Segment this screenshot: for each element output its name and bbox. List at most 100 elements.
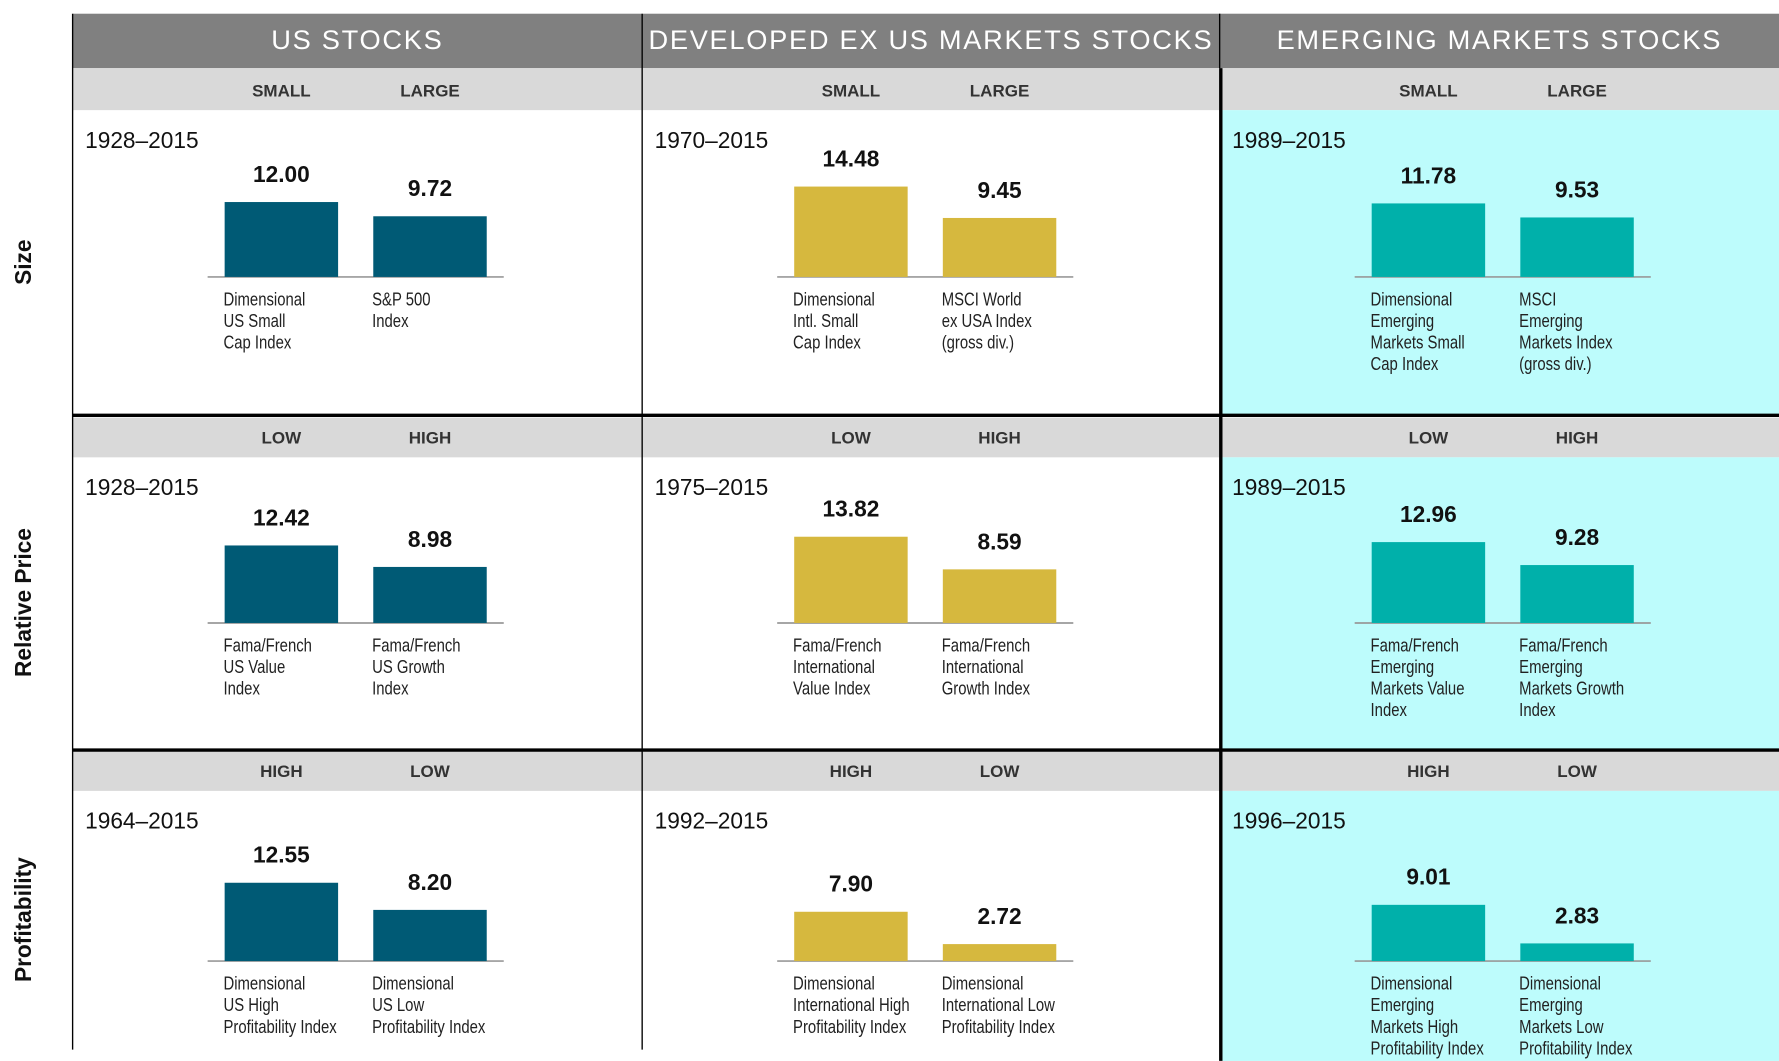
value-label: 12.96: [1400, 501, 1457, 527]
value-label: 12.00: [253, 161, 310, 187]
value-label: 9.72: [408, 175, 452, 201]
index-label: Value Index: [793, 678, 871, 699]
index-label: (gross div.): [1519, 354, 1591, 375]
value-label: 8.20: [408, 869, 452, 895]
index-label: US Small: [224, 311, 286, 332]
category-label: LOW: [262, 429, 303, 448]
index-label: Markets Growth: [1519, 678, 1624, 699]
value-label: 8.98: [408, 526, 452, 552]
column-header: DEVELOPED EX US MARKETS STOCKS: [648, 24, 1213, 55]
index-label: Fama/French: [1519, 635, 1607, 656]
index-label: Profitability Index: [942, 1016, 1056, 1037]
value-label: 14.48: [823, 145, 880, 171]
period-label: 1975–2015: [655, 474, 769, 500]
index-label: US Growth: [372, 657, 445, 678]
index-label: Dimensional: [372, 973, 454, 994]
index-label: Dimensional: [1371, 289, 1453, 310]
category-label: HIGH: [978, 429, 1021, 448]
index-label: Intl. Small: [793, 311, 858, 332]
index-label: Cap Index: [793, 332, 861, 353]
index-label: Profitability Index: [224, 1016, 338, 1037]
row-label: Size: [10, 239, 36, 284]
value-label: 8.59: [977, 528, 1021, 554]
bar: [224, 545, 339, 623]
subheader-bar: [72, 417, 1779, 458]
category-label: LOW: [410, 762, 451, 781]
index-label: Emerging: [1371, 995, 1435, 1016]
subheader-bar: [72, 68, 1779, 111]
period-label: 1928–2015: [85, 474, 199, 500]
index-label: Fama/French: [372, 635, 460, 656]
index-label: US High: [224, 995, 279, 1016]
category-label: HIGH: [1407, 762, 1450, 781]
index-label: Markets Low: [1519, 1016, 1604, 1037]
bar: [373, 909, 487, 962]
emerging-panel: [1219, 457, 1779, 749]
index-label: Markets Small: [1371, 332, 1465, 353]
bar: [794, 536, 908, 623]
index-label: Fama/French: [793, 635, 881, 656]
index-label: Dimensional: [224, 289, 306, 310]
category-label: HIGH: [1556, 429, 1598, 448]
bar: [224, 202, 339, 277]
bar: [1371, 904, 1486, 962]
value-label: 2.83: [1555, 902, 1599, 928]
row-label: Profitability: [10, 857, 36, 982]
value-label: 9.45: [977, 177, 1021, 203]
index-label: Index: [372, 678, 409, 699]
index-label: Dimensional: [793, 973, 875, 994]
index-label: Dimensional: [1519, 973, 1601, 994]
period-label: 1964–2015: [85, 808, 199, 834]
index-label: Profitability Index: [793, 1016, 907, 1037]
index-label: Fama/French: [224, 635, 312, 656]
value-label: 9.01: [1406, 864, 1450, 890]
bar: [942, 944, 1057, 962]
index-label: Cap Index: [224, 332, 292, 353]
index-label: International High: [793, 995, 910, 1016]
value-label: 11.78: [1401, 162, 1457, 188]
index-label: (gross div.): [942, 332, 1014, 353]
index-label: Markets Value: [1371, 678, 1465, 699]
index-label: Markets Index: [1519, 332, 1613, 353]
index-label: Profitability Index: [1371, 1038, 1485, 1059]
index-label: International: [942, 657, 1024, 678]
category-label: HIGH: [830, 762, 873, 781]
index-label: MSCI: [1519, 289, 1556, 310]
index-label: Profitability Index: [1519, 1038, 1633, 1059]
bar: [224, 882, 339, 962]
category-label: LARGE: [970, 81, 1030, 100]
index-label: Fama/French: [942, 635, 1030, 656]
category-label: SMALL: [252, 81, 311, 100]
bar: [1371, 203, 1486, 277]
index-label: Index: [372, 311, 409, 332]
index-label: US Value: [224, 657, 286, 678]
category-label: HIGH: [260, 762, 303, 781]
period-label: 1989–2015: [1232, 474, 1346, 500]
value-label: 12.42: [253, 504, 310, 530]
index-label: Markets High: [1371, 1016, 1459, 1037]
emerging-panel: [1219, 790, 1779, 1061]
bar: [1520, 565, 1634, 623]
bar: [794, 911, 908, 962]
value-label: 7.90: [829, 871, 873, 897]
header-bar: [72, 13, 1779, 69]
index-label: Dimensional: [1371, 973, 1453, 994]
index-label: MSCI World: [942, 289, 1022, 310]
column-header: US STOCKS: [271, 24, 443, 55]
category-label: LOW: [1409, 429, 1450, 448]
row-label: Relative Price: [10, 528, 36, 677]
category-label: SMALL: [1399, 81, 1458, 100]
category-label: SMALL: [822, 81, 881, 100]
bar: [1371, 542, 1486, 623]
index-label: US Low: [372, 995, 425, 1016]
index-label: Growth Index: [942, 678, 1031, 699]
category-label: LOW: [980, 762, 1021, 781]
period-label: 1996–2015: [1232, 808, 1346, 834]
index-label: ex USA Index: [942, 311, 1033, 332]
index-label: S&P 500: [372, 289, 430, 310]
period-label: 1992–2015: [655, 808, 769, 834]
bar: [1520, 217, 1634, 277]
index-label: Emerging: [1519, 657, 1583, 678]
